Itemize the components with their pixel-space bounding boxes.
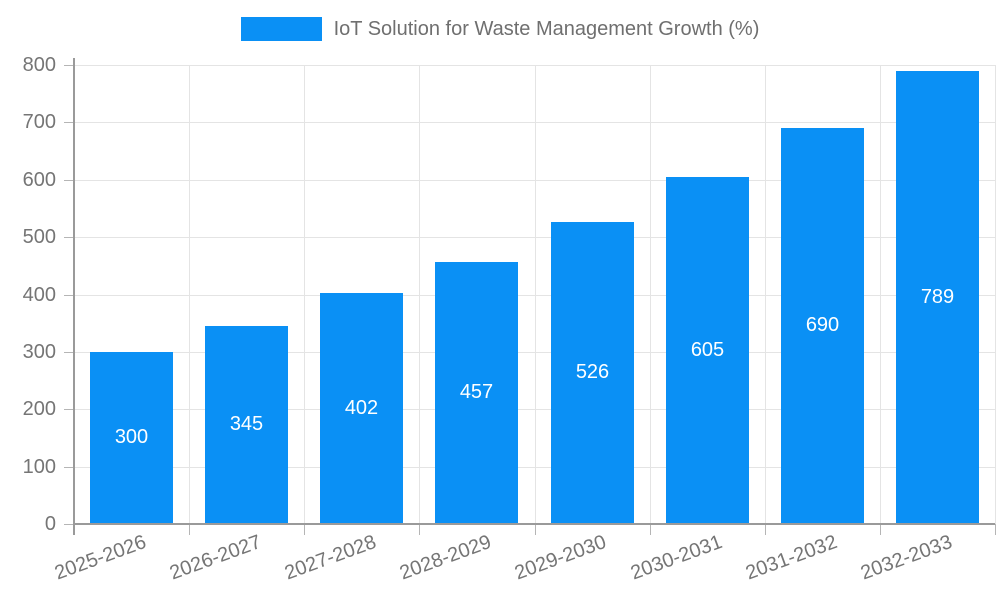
bar-value-label: 690 — [805, 314, 840, 336]
legend-swatch — [240, 17, 322, 41]
x-tick-label: 2030-2031 — [627, 531, 725, 585]
bar-value-label: 526 — [575, 361, 610, 383]
y-axis-tick — [64, 180, 74, 181]
bar-value-label: 345 — [229, 413, 264, 435]
x-axis-tick — [419, 524, 420, 535]
gridline-vertical — [995, 65, 996, 524]
gridline-vertical — [189, 65, 190, 524]
y-tick-label: 100 — [22, 456, 56, 478]
y-tick-label: 200 — [22, 398, 56, 420]
gridline-horizontal — [74, 122, 995, 123]
bar[interactable]: 526 — [551, 222, 634, 523]
gridline-vertical — [535, 65, 536, 524]
y-axis-tick — [64, 467, 74, 468]
bar[interactable]: 402 — [320, 293, 403, 523]
bar[interactable]: 690 — [781, 128, 864, 523]
bar[interactable]: 345 — [205, 326, 288, 523]
y-tick-label: 0 — [44, 513, 56, 535]
x-tick-label: 2031-2032 — [742, 531, 840, 585]
bar-value-label: 605 — [690, 338, 725, 361]
x-axis-tick — [304, 524, 305, 535]
gridline-vertical — [765, 65, 766, 524]
y-axis-tick — [64, 65, 74, 66]
y-axis-tick — [64, 524, 74, 525]
y-axis-tick — [64, 122, 74, 123]
gridline-vertical — [304, 65, 305, 524]
bar[interactable]: 457 — [435, 262, 518, 523]
legend-item[interactable]: IoT Solution for Waste Management Growth… — [0, 17, 1000, 41]
x-axis-line — [73, 523, 995, 525]
bar-value-label: 457 — [459, 381, 494, 403]
bar-value-label: 300 — [114, 426, 149, 448]
bar[interactable]: 789 — [896, 71, 979, 523]
gridline-horizontal — [74, 467, 995, 468]
x-tick-label: 2028-2029 — [397, 531, 495, 585]
x-tick-label: 2029-2030 — [512, 531, 610, 585]
gridline-vertical — [880, 65, 881, 524]
y-tick-label: 600 — [22, 169, 56, 191]
x-axis-tick — [535, 524, 536, 535]
x-axis-tick — [189, 524, 190, 535]
gridline-horizontal — [74, 65, 995, 66]
bar-value-label: 402 — [344, 396, 379, 419]
y-tick-label: 300 — [22, 341, 56, 363]
gridline-horizontal — [74, 295, 995, 296]
gridline-horizontal — [74, 237, 995, 238]
gridline-vertical — [419, 65, 420, 524]
x-tick-label: 2025-2026 — [51, 531, 150, 585]
x-tick-label: 2027-2028 — [281, 531, 380, 585]
gridline-horizontal — [74, 180, 995, 181]
x-axis-tick — [880, 524, 881, 535]
x-axis-tick — [650, 524, 651, 535]
legend-label: IoT Solution for Waste Management Growth… — [333, 17, 760, 40]
gridline-horizontal — [74, 352, 995, 353]
x-tick-label: 2026-2027 — [166, 531, 265, 585]
y-axis-tick — [64, 237, 74, 238]
y-tick-label: 400 — [22, 284, 56, 306]
bar[interactable]: 300 — [90, 352, 173, 523]
y-axis-tick — [64, 409, 74, 410]
x-axis-tick — [995, 524, 996, 535]
y-tick-label: 500 — [22, 226, 56, 248]
y-axis-tick — [64, 352, 74, 353]
gridline-horizontal — [74, 409, 995, 410]
y-tick-label: 700 — [22, 111, 56, 133]
gridline-vertical — [650, 65, 651, 524]
x-tick-label: 2032-2033 — [857, 531, 955, 585]
y-tick-label: 800 — [22, 54, 56, 76]
y-axis-line — [73, 58, 75, 535]
y-axis-tick — [64, 295, 74, 296]
bar-value-label: 789 — [920, 285, 955, 308]
x-axis-tick — [765, 524, 766, 535]
bar[interactable]: 605 — [666, 177, 749, 523]
